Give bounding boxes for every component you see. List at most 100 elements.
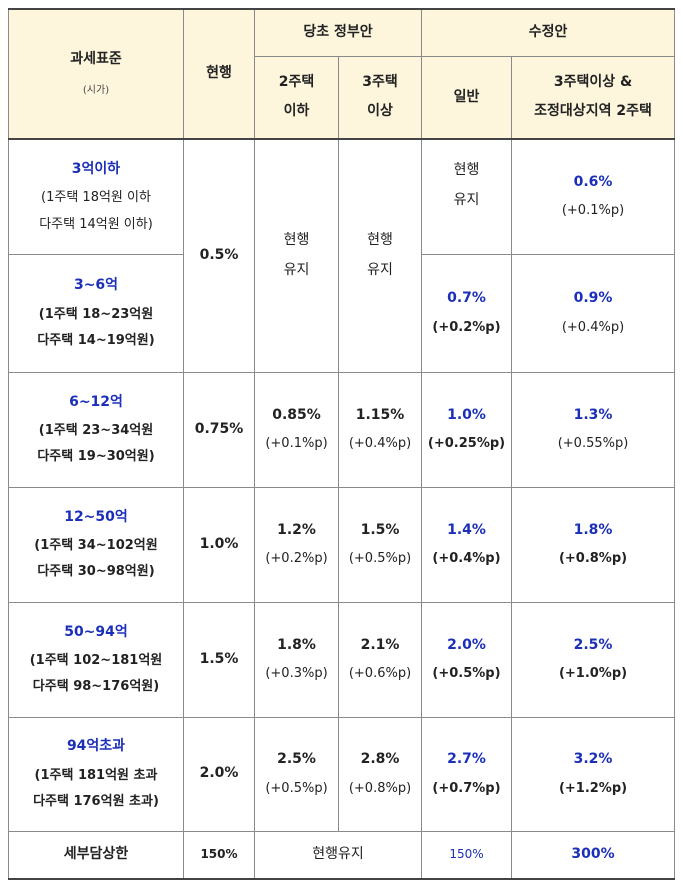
rev-multi-rate: 0.6% bbox=[573, 173, 613, 190]
gov-three-cell: 2.1% (+0.6%p) bbox=[338, 601, 422, 718]
gov-three-cell: 2.8% (+0.8%p) bbox=[338, 716, 422, 832]
category-desc-line1: (1주택 102~181억원 bbox=[29, 653, 163, 668]
rev-multi-rate: 3.2% bbox=[573, 751, 613, 768]
gov-two-rate: 0.85% bbox=[272, 406, 321, 423]
gov-two-diff: (+0.1%p) bbox=[265, 436, 328, 452]
rev-multi-rate: 1.3% bbox=[573, 406, 613, 423]
rev-general-diff: (+0.25%p) bbox=[427, 436, 506, 452]
rev-general-cell: 0.7% (+0.2%p) bbox=[421, 253, 512, 373]
gov-two-cell: 0.85% (+0.1%p) bbox=[254, 371, 339, 488]
row-category: 94억초과 (1주택 181억원 초과 다주택 176억원 초과) bbox=[8, 716, 184, 832]
gov-three-cell: 1.15% (+0.4%p) bbox=[338, 371, 422, 488]
rev-multi-cell: 0.6% (+0.1%p) bbox=[510, 138, 676, 255]
rev-general-diff: (+0.2%p) bbox=[432, 319, 501, 335]
gov-two-cell: 2.5% (+0.5%p) bbox=[254, 716, 339, 832]
header-current: 현행 bbox=[183, 8, 255, 140]
rev-general-diff: (+0.5%p) bbox=[432, 666, 501, 682]
category-desc-line1: (1주택 23~34억원 bbox=[38, 423, 154, 438]
category-desc-line1: (1주택 181억원 초과 bbox=[34, 767, 158, 783]
rev-general-line1: 현행 bbox=[453, 162, 480, 178]
gov-two-diff: (+0.3%p) bbox=[265, 666, 328, 682]
row-category: 6~12억 (1주택 23~34억원 다주택 19~30억원) bbox=[8, 371, 184, 488]
header-tax-base-sub: (시가) bbox=[82, 84, 110, 96]
category-desc-line2: 다주택 176억원 초과) bbox=[33, 793, 159, 809]
header-revised: 수정안 bbox=[420, 8, 676, 57]
category-desc-line1: (1주택 18~23억원 bbox=[38, 306, 154, 322]
header-gov-three-line2: 이상 bbox=[367, 103, 393, 120]
header-gov-three-line1: 3주택 bbox=[362, 73, 398, 90]
rev-general-cell: 현행 유지 bbox=[421, 138, 512, 255]
header-gov-two-line1: 2주택 bbox=[278, 73, 315, 90]
cap-row-label: 세부담상한 bbox=[8, 830, 184, 880]
rev-general-rate: 1.0% bbox=[447, 406, 486, 423]
rev-general-diff: (+0.4%p) bbox=[432, 551, 501, 567]
gov-two-merged-line1: 현행 bbox=[283, 232, 310, 249]
header-rev-multi: 3주택이상 & 조정대상지역 2주택 bbox=[510, 55, 676, 140]
gov-two-diff: (+0.5%p) bbox=[265, 780, 328, 796]
category-desc-line2: 다주택 19~30억원) bbox=[37, 449, 155, 465]
header-tax-base-label: 과세표준 bbox=[70, 51, 122, 67]
gov-three-diff: (+0.5%p) bbox=[348, 551, 412, 567]
gov-three-rate: 2.1% bbox=[360, 636, 400, 653]
category-title: 94억초과 bbox=[66, 738, 126, 754]
gov-three-diff: (+0.8%p) bbox=[348, 780, 412, 796]
category-desc-line1: (1주택 18억원 이하 bbox=[41, 190, 151, 206]
rev-general-cell: 2.0% (+0.5%p) bbox=[421, 601, 512, 718]
category-desc-line2: 다주택 14억원 이하) bbox=[39, 216, 153, 232]
gov-two-merged: 현행 유지 bbox=[254, 138, 339, 373]
gov-three-diff: (+0.6%p) bbox=[348, 666, 412, 682]
tax-rate-table: 과세표준 (시가) 현행 당초 정부안 수정안 2주택 이하 3주택 이상 일반… bbox=[8, 8, 676, 880]
gov-two-rate: 2.5% bbox=[277, 751, 316, 768]
header-tax-base: 과세표준 (시가) bbox=[8, 8, 184, 140]
row-category: 3~6억 (1주택 18~23억원 다주택 14~19억원) bbox=[8, 253, 184, 373]
header-rev-multi-line1: 3주택이상 & bbox=[553, 73, 633, 90]
rev-general-cell: 1.0% (+0.25%p) bbox=[421, 371, 512, 488]
current-rate: 2.0% bbox=[183, 716, 255, 832]
rev-multi-cell: 1.3% (+0.55%p) bbox=[510, 371, 676, 488]
gov-two-cell: 1.2% (+0.2%p) bbox=[254, 486, 339, 603]
rev-multi-rate: 1.8% bbox=[573, 521, 613, 538]
row-category: 12~50억 (1주택 34~102억원 다주택 30~98억원) bbox=[8, 486, 184, 603]
rev-multi-diff: (+0.4%p) bbox=[561, 319, 625, 335]
cap-row-gov: 현행유지 bbox=[254, 830, 422, 880]
rev-general-rate: 1.4% bbox=[447, 521, 486, 538]
gov-two-cell: 1.8% (+0.3%p) bbox=[254, 601, 339, 718]
category-desc-line2: 다주택 14~19억원) bbox=[37, 332, 155, 348]
cap-row-current: 150% bbox=[183, 830, 255, 880]
rev-multi-cell: 1.8% (+0.8%p) bbox=[510, 486, 676, 603]
current-rate: 1.5% bbox=[183, 601, 255, 718]
category-desc-line1: (1주택 34~102억원 bbox=[34, 538, 158, 553]
rev-multi-cell: 3.2% (+1.2%p) bbox=[510, 716, 676, 832]
category-title: 6~12억 bbox=[69, 393, 123, 410]
category-title: 3억이하 bbox=[71, 160, 121, 177]
gov-three-merged-line1: 현행 bbox=[367, 232, 393, 249]
rev-general-diff: (+0.7%p) bbox=[432, 780, 501, 796]
gov-two-rate: 1.8% bbox=[277, 636, 316, 653]
cap-row-rev-multi: 300% bbox=[510, 830, 676, 880]
rev-general-cell: 1.4% (+0.4%p) bbox=[421, 486, 512, 603]
category-desc-line2: 다주택 98~176억원) bbox=[32, 679, 160, 695]
current-rate: 1.0% bbox=[183, 486, 255, 603]
current-rate: 0.75% bbox=[183, 371, 255, 488]
gov-three-rate: 1.5% bbox=[360, 521, 400, 538]
rev-multi-rate: 0.9% bbox=[573, 290, 613, 307]
header-gov-two-line2: 이하 bbox=[283, 103, 310, 120]
row-category: 50~94억 (1주택 102~181억원 다주택 98~176억원) bbox=[8, 601, 184, 718]
category-desc-line2: 다주택 30~98억원) bbox=[37, 564, 155, 580]
gov-three-diff: (+0.4%p) bbox=[348, 436, 412, 452]
category-title: 12~50억 bbox=[64, 508, 128, 525]
rev-general-rate: 2.7% bbox=[447, 751, 486, 768]
rev-general-cell: 2.7% (+0.7%p) bbox=[421, 716, 512, 832]
cap-row-rev-general: 150% bbox=[421, 830, 512, 880]
rev-multi-diff: (+1.2%p) bbox=[558, 780, 628, 796]
header-rev-general: 일반 bbox=[421, 55, 512, 140]
gov-two-diff: (+0.2%p) bbox=[265, 551, 328, 567]
gov-three-merged: 현행 유지 bbox=[338, 138, 422, 373]
category-title: 3~6억 bbox=[73, 277, 119, 293]
header-rev-multi-line2: 조정대상지역 2주택 bbox=[534, 103, 652, 120]
row-category: 3억이하 (1주택 18억원 이하 다주택 14억원 이하) bbox=[8, 138, 184, 255]
rev-general-line2: 유지 bbox=[453, 191, 480, 208]
header-gov-proposal: 당초 정부안 bbox=[254, 8, 422, 57]
gov-three-rate: 1.15% bbox=[355, 406, 405, 423]
rev-multi-diff: (+1.0%p) bbox=[558, 666, 628, 682]
